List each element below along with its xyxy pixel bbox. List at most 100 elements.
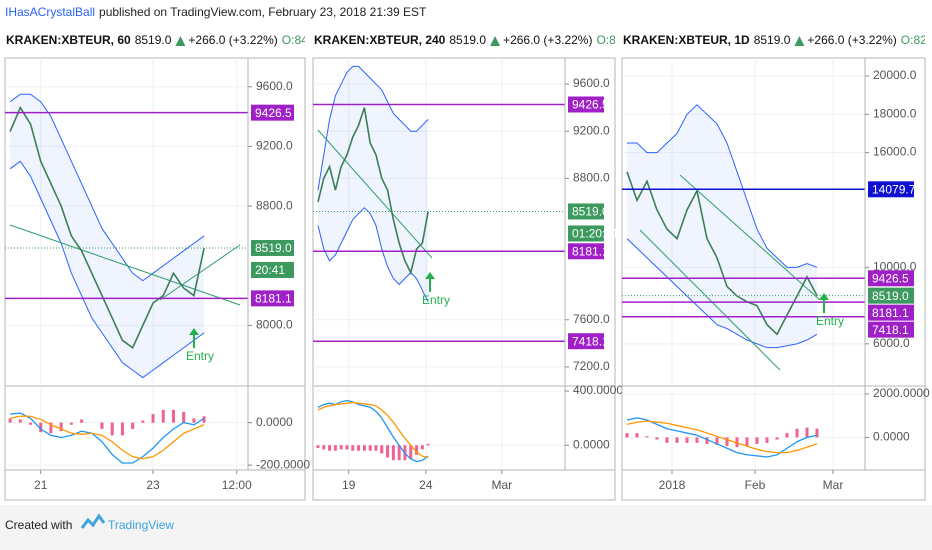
symbol: KRAKEN:XBTEUR, 60 [6, 33, 131, 47]
level-label-box [868, 270, 914, 287]
line [9, 105, 205, 349]
trend-line [9, 224, 241, 306]
histogram-bar [151, 414, 155, 423]
change: +266.0 (+3.22%) [807, 33, 896, 47]
y-tick-label: 20000.0 [873, 68, 917, 82]
oscillator-pane [5, 388, 248, 470]
histogram-bar [745, 437, 749, 447]
histogram-bar [8, 418, 12, 423]
level-label-box [568, 243, 604, 260]
y-tick-label: 7200.0 [573, 359, 610, 373]
histogram-bar [141, 420, 145, 423]
histogram-bar [202, 416, 206, 423]
histogram-bar [805, 427, 809, 438]
oscillator-pane [313, 388, 565, 470]
y-tick-label: -200.0000 [256, 457, 310, 471]
countdown-box [568, 225, 604, 242]
y-tick-label: 10000.0 [873, 260, 917, 274]
histogram-bar [655, 437, 659, 440]
level-label: 8181.1 [572, 244, 609, 258]
price-pane [5, 58, 248, 384]
price-pane [622, 58, 865, 384]
histogram-bar [182, 412, 186, 423]
histogram-bar [775, 437, 779, 440]
level-label: 8181.1 [255, 292, 292, 306]
y-tick-label: 9600.0 [256, 79, 293, 93]
histogram-bar [18, 419, 22, 423]
histogram-bar [420, 445, 424, 450]
histogram-bar [705, 437, 709, 444]
annotation: Entry [422, 293, 450, 307]
level-label-box [568, 96, 604, 113]
entry-arrowhead [189, 328, 199, 335]
last-price: 8519.0 [754, 33, 791, 47]
histogram-bar [39, 422, 43, 433]
histogram-bar [635, 433, 639, 438]
histogram-bar [322, 445, 326, 450]
histogram-bar [397, 445, 401, 461]
level-label: 8519.0 [255, 241, 292, 255]
histogram-bar [785, 433, 789, 438]
author: IHasACrystalBall [5, 5, 95, 19]
line [626, 238, 818, 349]
trend-line [159, 244, 241, 301]
published-note: published on TradingView.com, February 2… [99, 5, 427, 19]
open-price: O:8441. [282, 33, 325, 47]
countdown: 01:20:41 [572, 227, 619, 241]
histogram-bar [765, 437, 769, 443]
y-tick-label: 0.0000 [873, 430, 910, 444]
open-price: O:8253 [596, 33, 636, 47]
histogram-bar [351, 445, 355, 451]
trend-line [679, 174, 821, 301]
histogram-bar [339, 445, 343, 450]
created-with: Created with [5, 518, 72, 532]
line [9, 160, 205, 379]
histogram-bar [645, 436, 649, 438]
line [626, 417, 818, 458]
histogram-bar [100, 422, 104, 429]
x-tick-label: Mar [823, 478, 844, 492]
level-label: 7418.1 [872, 323, 909, 337]
x-tick-label: 12:00 [222, 478, 252, 492]
level-label: 8519.0 [572, 205, 609, 219]
level-label: 8519.0 [872, 289, 909, 303]
histogram-bar [815, 428, 819, 438]
line [9, 415, 205, 460]
logo-mark [80, 513, 106, 529]
x-tick-label: 19 [342, 478, 356, 492]
x-tick-label: Mar [491, 478, 512, 492]
level-label-box [868, 287, 914, 304]
histogram-bar [675, 437, 679, 443]
level-label-box [568, 333, 604, 350]
histogram-bar [80, 419, 84, 423]
histogram-bar [171, 409, 175, 423]
line [317, 107, 429, 275]
level-label-box [251, 104, 294, 121]
y-tick-label: 8800.0 [573, 171, 610, 185]
trend-line [639, 229, 781, 371]
countdown-box [251, 261, 294, 278]
histogram-bar [328, 445, 332, 451]
level-label: 9426.5 [872, 271, 909, 285]
histogram-bar [725, 437, 729, 447]
histogram-bar [374, 445, 378, 451]
footer-bar [0, 505, 932, 550]
histogram-bar [695, 437, 699, 443]
histogram-bar [415, 445, 419, 455]
histogram-bar [49, 422, 53, 434]
histogram-bar [426, 443, 430, 446]
change: +266.0 (+3.22%) [503, 33, 592, 47]
level-label-box [568, 203, 604, 220]
line [9, 93, 205, 282]
tradingview-logo [80, 513, 106, 529]
histogram-bar [110, 422, 114, 436]
panel-title: KRAKEN:XBTEUR, 1D 8519.0 +266.0 (+3.22%) O:… [623, 33, 925, 47]
last-price: 8519.0 [135, 33, 172, 47]
symbol: KRAKEN:XBTEUR, 1D [623, 33, 750, 47]
band-area [317, 66, 429, 303]
y-tick-label: 400.0000 [573, 383, 623, 397]
histogram-bar [161, 409, 165, 423]
symbol: KRAKEN:XBTEUR, 240 [314, 33, 446, 47]
level-label: 9426.5 [255, 106, 292, 120]
histogram-bar [59, 422, 63, 432]
